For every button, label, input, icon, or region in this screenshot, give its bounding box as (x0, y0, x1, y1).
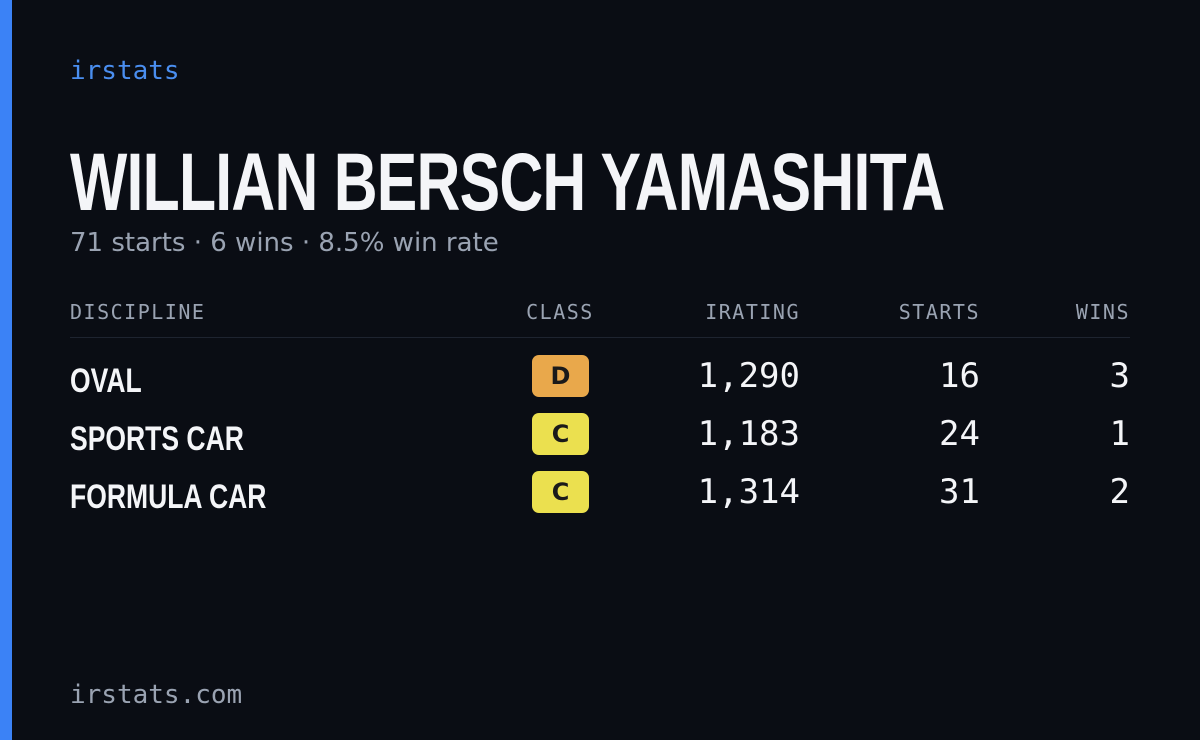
irating-value: 1,183 (697, 414, 800, 454)
starts-value: 16 (939, 356, 980, 396)
footer: irstats.com (70, 680, 243, 710)
wins-value: 1 (1109, 414, 1130, 454)
column-header: CLASS (526, 300, 594, 324)
column-header: STARTS (898, 300, 980, 324)
discipline-name: SPORTS CAR (70, 420, 244, 458)
irating-value: 1,290 (697, 356, 800, 396)
class-badge: C (532, 471, 589, 513)
discipline-name: OVAL (70, 362, 142, 400)
class-badge: C (532, 413, 589, 455)
header-rule (70, 337, 1130, 338)
driver-name: WILLIAN BERSCH YAMASHITA (70, 137, 945, 228)
brand: irstats (70, 56, 180, 86)
wins-value: 2 (1109, 472, 1130, 512)
starts-value: 31 (939, 472, 980, 512)
column-header: WINS (1075, 300, 1130, 324)
class-badge: D (532, 355, 589, 397)
wins-value: 3 (1109, 356, 1130, 396)
column-header: DISCIPLINE (70, 300, 206, 324)
discipline-name: FORMULA CAR (70, 478, 267, 516)
column-header: IRATING (705, 300, 800, 324)
irating-value: 1,314 (697, 472, 800, 512)
accent-bar (0, 0, 12, 740)
driver-summary: 71 starts · 6 wins · 8.5% win rate (70, 228, 499, 258)
starts-value: 24 (939, 414, 980, 454)
